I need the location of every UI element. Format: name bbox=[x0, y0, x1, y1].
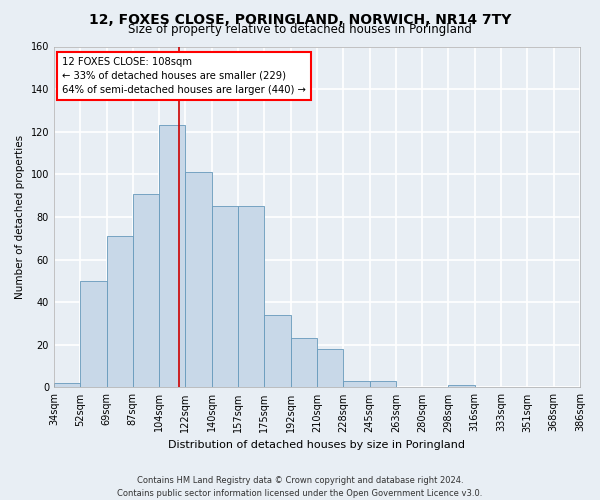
Bar bbox=[133, 194, 159, 388]
Text: Size of property relative to detached houses in Poringland: Size of property relative to detached ho… bbox=[128, 22, 472, 36]
Text: Contains HM Land Registry data © Crown copyright and database right 2024.
Contai: Contains HM Land Registry data © Crown c… bbox=[118, 476, 482, 498]
Bar bbox=[290, 338, 317, 388]
Bar bbox=[448, 386, 475, 388]
Y-axis label: Number of detached properties: Number of detached properties bbox=[15, 135, 25, 299]
Bar bbox=[317, 349, 343, 388]
Bar bbox=[343, 381, 370, 388]
Bar bbox=[265, 315, 290, 388]
Bar bbox=[159, 126, 185, 388]
Bar bbox=[238, 206, 265, 388]
Text: 12, FOXES CLOSE, PORINGLAND, NORWICH, NR14 7TY: 12, FOXES CLOSE, PORINGLAND, NORWICH, NR… bbox=[89, 12, 511, 26]
Bar bbox=[107, 236, 133, 388]
Bar bbox=[80, 281, 107, 388]
Bar bbox=[54, 383, 80, 388]
Bar bbox=[212, 206, 238, 388]
Bar bbox=[185, 172, 212, 388]
Bar bbox=[370, 381, 396, 388]
X-axis label: Distribution of detached houses by size in Poringland: Distribution of detached houses by size … bbox=[169, 440, 466, 450]
Text: 12 FOXES CLOSE: 108sqm
← 33% of detached houses are smaller (229)
64% of semi-de: 12 FOXES CLOSE: 108sqm ← 33% of detached… bbox=[62, 56, 305, 94]
